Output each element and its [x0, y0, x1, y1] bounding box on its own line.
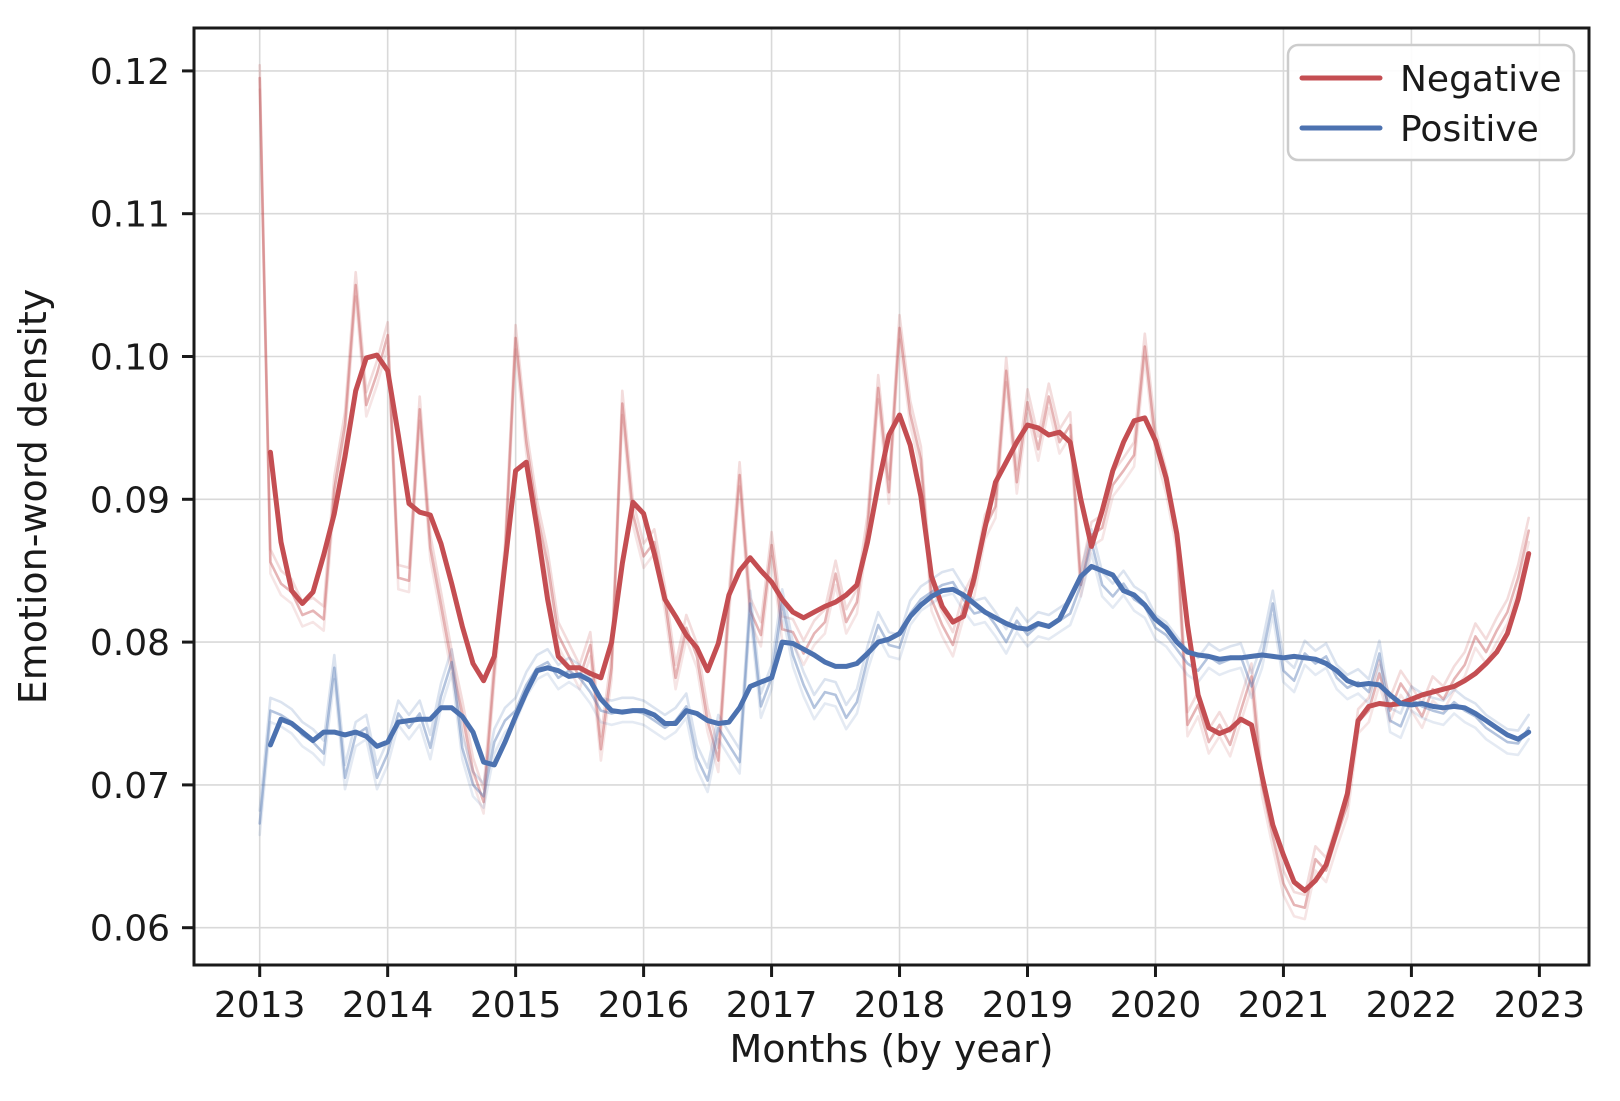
y-axis-tick-label: 0.06	[90, 909, 170, 950]
y-axis-tick-label: 0.07	[90, 766, 170, 807]
x-axis-tick-label: 2014	[342, 985, 434, 1026]
x-axis-label: Months (by year)	[729, 1027, 1053, 1071]
x-axis-tick-label: 2020	[1110, 985, 1202, 1026]
legend-box	[1286, 43, 1576, 162]
legend-positive-label: Positive	[1400, 109, 1539, 150]
tick-layer: 2013 2014 2015 2016 2017 2018 2019 2020 2021 2022…	[90, 52, 1585, 1026]
x-axis-tick-label: 2017	[726, 985, 818, 1026]
plot-border	[192, 26, 1591, 967]
raw-positive-line	[258, 552, 1530, 837]
x-axis-tick-label: 2015	[470, 985, 562, 1026]
y-axis-label: Emotion-word density	[11, 289, 55, 705]
x-axis-tick-label: 2013	[214, 985, 306, 1026]
x-axis-tick-label: 2022	[1366, 985, 1458, 1026]
x-axis-tick-label: 2019	[982, 985, 1074, 1026]
x-axis-tick-label: 2016	[598, 985, 690, 1026]
y-axis-tick-label: 0.11	[90, 195, 170, 236]
legend-negative-label: Negative	[1400, 59, 1562, 100]
x-axis-tick-label: 2018	[854, 985, 946, 1026]
x-axis-tick-label: 2023	[1494, 985, 1586, 1026]
smoothed-positive-line	[267, 563, 1532, 768]
grid-layer	[194, 28, 1589, 965]
raw-negative-line	[258, 76, 1530, 909]
smoothed-negative-line	[267, 352, 1532, 894]
x-axis-tick-label: 2021	[1238, 985, 1330, 1026]
legend: Negative Positive	[1286, 43, 1576, 162]
raw-negative-line	[258, 63, 1530, 897]
y-axis-tick-label: 0.10	[90, 338, 170, 379]
series-layer	[258, 63, 1532, 921]
y-axis-tick-label: 0.08	[90, 623, 170, 664]
y-axis-tick-label: 0.09	[90, 480, 170, 521]
y-axis-tick-label: 0.12	[90, 52, 170, 93]
